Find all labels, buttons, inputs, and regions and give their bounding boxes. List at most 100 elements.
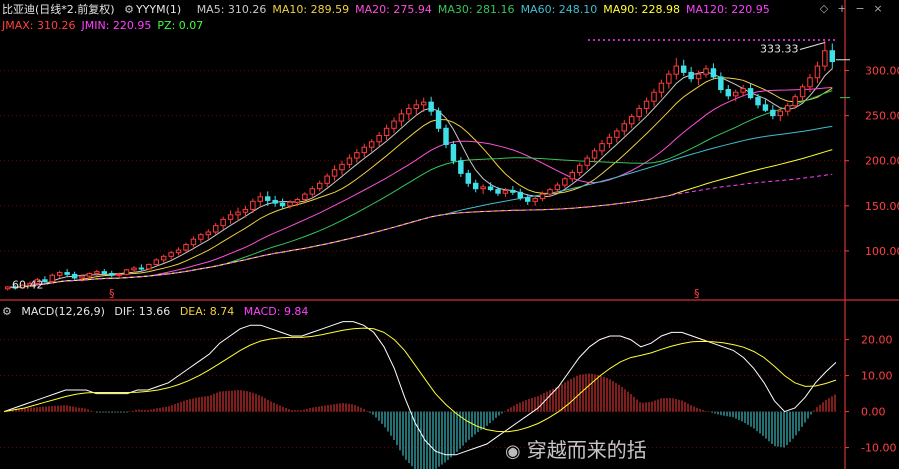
candle-body xyxy=(651,91,657,102)
candle-body xyxy=(829,50,836,63)
candle-body xyxy=(792,96,798,107)
candle-body xyxy=(49,274,56,283)
macd-value: MACD: 9.84 xyxy=(243,305,309,318)
high-label: 333.33 xyxy=(760,43,799,56)
candle-body xyxy=(175,249,182,254)
candle-body xyxy=(361,146,368,154)
candle-body xyxy=(695,73,702,80)
macd-settings-icon[interactable]: ⚙ xyxy=(2,305,12,318)
event-marker: § xyxy=(694,287,700,300)
candle-body xyxy=(287,201,293,207)
candle-body xyxy=(576,164,583,173)
indicator-selector[interactable]: ⚙ YYYM(1) xyxy=(124,3,187,16)
candle-body xyxy=(294,199,301,203)
candle-body xyxy=(183,244,189,251)
candle-body xyxy=(198,234,204,240)
ma-legend-item: MA30: 281.16 xyxy=(437,3,515,16)
candle-body xyxy=(101,271,108,274)
candle-body xyxy=(413,104,420,109)
stat-legend-item: JMIN: 220.95 xyxy=(81,19,152,32)
candle-body xyxy=(250,200,256,210)
candle-body xyxy=(279,202,286,207)
candle-body xyxy=(160,255,167,261)
candle-body xyxy=(606,136,613,145)
candle-body xyxy=(777,110,784,117)
candle-body xyxy=(108,272,115,276)
candle-body xyxy=(272,199,278,204)
candle-body xyxy=(64,272,70,275)
candle-body xyxy=(732,91,739,97)
candle-body xyxy=(636,107,642,118)
candle-body xyxy=(517,191,524,199)
ma-legend-item: MA10: 289.59 xyxy=(272,3,350,16)
candle-body xyxy=(673,65,680,75)
candle-body xyxy=(391,120,397,129)
candle-body xyxy=(56,272,63,276)
stat-legend-item: PZ: 0.07 xyxy=(157,19,204,32)
candle-body xyxy=(123,269,130,275)
candle-body xyxy=(502,190,509,194)
candle-body xyxy=(703,68,709,75)
candle-body xyxy=(547,189,553,195)
macd-tick-label: 10.00 xyxy=(861,370,893,383)
high-pointer xyxy=(799,42,825,51)
candle-body xyxy=(591,150,598,159)
candle-body xyxy=(747,88,754,99)
candle-body xyxy=(443,127,449,146)
diamond-icon[interactable]: ◇ xyxy=(819,2,829,15)
candle-body xyxy=(406,107,412,115)
candle-body xyxy=(710,68,717,78)
candle-body xyxy=(688,71,694,80)
candle-body xyxy=(532,198,538,202)
candle-body xyxy=(27,282,33,286)
ma5-line xyxy=(7,68,833,288)
candle-body xyxy=(146,263,152,270)
candles xyxy=(4,40,836,291)
candle-body xyxy=(324,175,330,184)
macd-tick-label: 0.00 xyxy=(861,406,886,419)
candle-body xyxy=(480,186,486,190)
ma-legend-item: MA20: 275.94 xyxy=(355,3,432,16)
candle-body xyxy=(138,267,145,270)
candle-body xyxy=(487,186,494,191)
candle-body xyxy=(4,286,11,290)
candle-body xyxy=(450,144,457,162)
dif-line xyxy=(3,321,837,456)
close-icon[interactable]: × xyxy=(873,2,883,15)
candle-body xyxy=(435,110,442,129)
event-marker: § xyxy=(109,287,115,300)
candle-body xyxy=(79,275,85,279)
candle-body xyxy=(205,231,212,236)
minus-icon[interactable]: − xyxy=(855,2,865,15)
candle-body xyxy=(71,273,78,279)
candle-body xyxy=(755,97,761,106)
candle-body xyxy=(799,86,806,98)
candle-body xyxy=(762,104,769,111)
candle-body xyxy=(86,272,93,277)
dea-line xyxy=(3,327,837,433)
candle-body xyxy=(458,160,464,174)
candle-body xyxy=(257,196,264,202)
candle-body xyxy=(383,127,390,136)
candle-body xyxy=(153,259,160,265)
candle-body xyxy=(354,152,360,159)
ma120-line xyxy=(7,173,833,288)
stat-legend-item: JMAX: 310.26 xyxy=(2,19,76,32)
candle-body xyxy=(524,197,531,202)
candle-body xyxy=(807,77,813,88)
macd-panel: 20.00 10.00 0.00 -10.00 xyxy=(0,321,896,469)
candle-body xyxy=(554,184,561,191)
candle-body xyxy=(740,88,746,93)
indicator-label: YYYM(1) xyxy=(135,3,182,16)
candle-body xyxy=(465,172,472,184)
candle-body xyxy=(339,163,345,171)
candle-body xyxy=(814,65,821,79)
candle-body xyxy=(212,225,219,233)
candle-body xyxy=(643,100,650,109)
candle-body xyxy=(190,238,197,246)
candle-body xyxy=(220,218,226,227)
candle-body xyxy=(621,123,628,132)
plus-icon[interactable]: + xyxy=(837,2,847,15)
